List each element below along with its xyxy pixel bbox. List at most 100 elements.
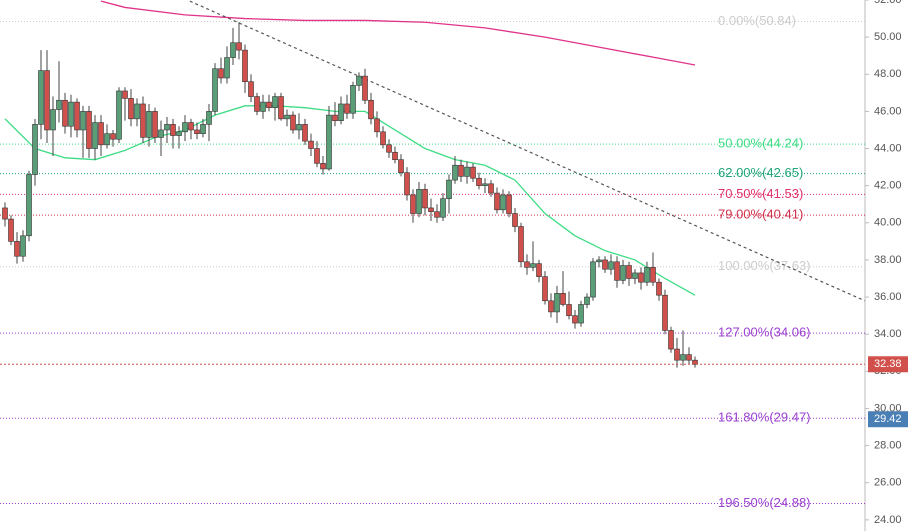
candle-body xyxy=(356,75,362,86)
level-label: 0.00%(50.84) xyxy=(718,13,796,28)
y-tick-label: 28.00 xyxy=(874,440,902,452)
candle-body xyxy=(260,101,266,112)
candle-body xyxy=(296,124,302,131)
candle-body xyxy=(434,211,440,218)
candle-body xyxy=(692,359,698,365)
level-label: 70.50%(41.53) xyxy=(718,186,803,201)
candle-body xyxy=(26,174,32,237)
candle-body xyxy=(230,42,236,58)
candle-body xyxy=(266,101,272,108)
level-label: 50.00%(44.24) xyxy=(718,136,803,151)
candle-body xyxy=(632,272,638,279)
candle-body xyxy=(218,68,224,79)
candle-body xyxy=(404,172,410,196)
candle-body xyxy=(500,194,506,211)
candle-body xyxy=(602,259,608,270)
candle-body xyxy=(548,300,554,313)
candle-body xyxy=(2,207,8,220)
candle-body xyxy=(512,213,518,227)
candle-body xyxy=(680,354,686,361)
candle-body xyxy=(428,207,434,212)
candle-body xyxy=(110,133,116,140)
candle-body xyxy=(8,218,14,242)
candle-body xyxy=(158,129,164,138)
candle-body xyxy=(38,70,44,125)
candle-body xyxy=(32,124,38,175)
candle-body xyxy=(290,114,296,131)
candle-body xyxy=(68,101,74,127)
y-tick-label: 36.00 xyxy=(874,291,902,303)
y-tick-label: 48.00 xyxy=(874,68,902,80)
candle-body xyxy=(314,148,320,164)
y-tick-label: 24.00 xyxy=(874,514,902,526)
candle-body xyxy=(662,294,668,331)
candle-body xyxy=(542,276,548,302)
candle-body xyxy=(392,151,398,160)
y-tick-label: 34.00 xyxy=(874,328,902,340)
y-tick-label: 50.00 xyxy=(874,31,902,43)
candle-body xyxy=(200,124,206,134)
candle-body xyxy=(176,131,182,136)
candle-body xyxy=(638,272,644,283)
candle-body xyxy=(524,261,530,268)
candle-body xyxy=(206,111,212,125)
candle-body xyxy=(458,164,464,177)
candle-body xyxy=(608,261,614,270)
candle-body xyxy=(44,70,50,131)
candle-body xyxy=(80,111,86,131)
candle-body xyxy=(386,144,392,153)
candle-body xyxy=(74,101,80,131)
candle-body xyxy=(494,192,500,211)
candle-body xyxy=(410,194,416,214)
candle-body xyxy=(104,133,110,146)
candle-body xyxy=(146,111,152,138)
candle-body xyxy=(194,129,200,134)
candle-body xyxy=(254,96,260,112)
candle-body xyxy=(62,99,68,127)
candle-body xyxy=(98,122,104,146)
candle-body xyxy=(482,183,488,186)
candle-body xyxy=(236,42,242,51)
candle-body xyxy=(14,241,20,257)
price-tag-label: 32.38 xyxy=(874,358,902,370)
candle-body xyxy=(86,111,92,149)
level-label: 161.80%(29.47) xyxy=(718,410,811,425)
candle-body xyxy=(506,194,512,214)
candle-body xyxy=(242,49,248,82)
candle-body xyxy=(338,103,344,121)
candle-body xyxy=(668,330,674,350)
candle-body xyxy=(374,118,380,133)
candle-body xyxy=(452,164,458,181)
level-label: 100.00%(37.63) xyxy=(718,258,811,273)
moving-average xyxy=(100,0,696,66)
candle-body xyxy=(182,122,188,133)
candle-body xyxy=(92,122,98,149)
candle-body xyxy=(656,281,662,296)
candle-body xyxy=(614,261,620,281)
candle-body xyxy=(272,96,278,108)
candle-body xyxy=(326,114,332,170)
candle-body xyxy=(446,179,452,199)
candle-body xyxy=(470,166,476,179)
candle-body xyxy=(422,189,428,209)
y-tick-label: 26.00 xyxy=(874,477,902,489)
candle-body xyxy=(248,81,254,97)
candle-body xyxy=(212,68,218,112)
candle-body xyxy=(116,90,122,140)
y-tick-label: 38.00 xyxy=(874,254,902,266)
y-tick-label: 52.00 xyxy=(874,0,902,6)
candle-body xyxy=(122,90,128,99)
level-label: 196.50%(24.88) xyxy=(718,495,811,510)
candle-body xyxy=(56,99,62,110)
candle-body xyxy=(350,85,356,114)
level-label: 127.00%(34.06) xyxy=(718,325,811,340)
y-tick-label: 46.00 xyxy=(874,105,902,117)
candle-body xyxy=(344,103,350,114)
price-tag xyxy=(868,356,908,373)
candle-body xyxy=(566,304,572,316)
candle-body xyxy=(302,124,308,142)
candle-body xyxy=(626,265,632,279)
candle-body xyxy=(644,267,650,283)
candle-body xyxy=(134,103,140,120)
candle-body xyxy=(380,131,386,146)
